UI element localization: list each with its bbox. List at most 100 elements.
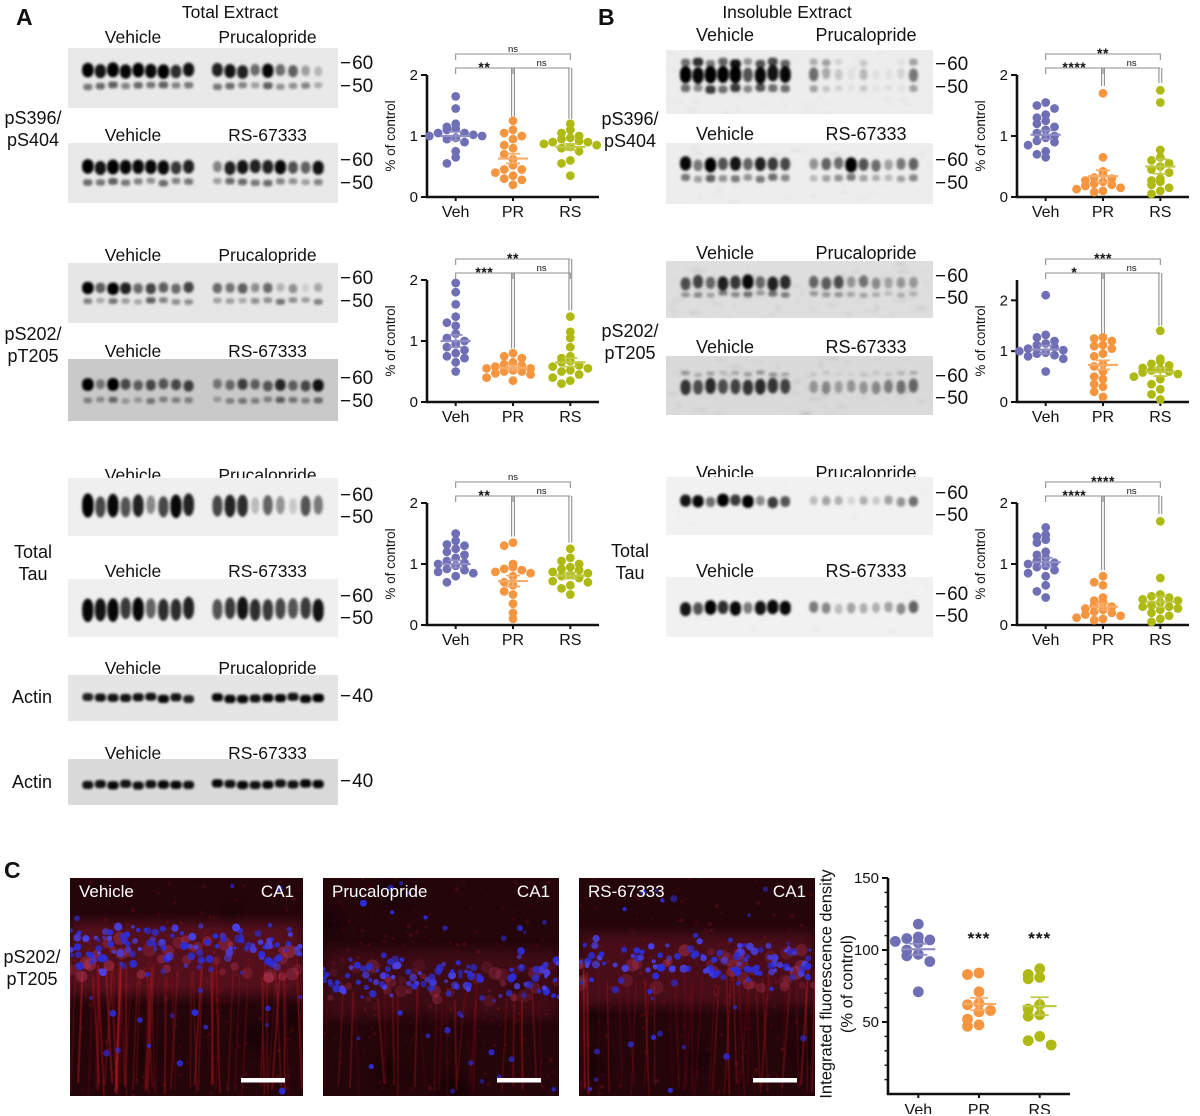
svg-text:PR: PR [1092, 204, 1114, 221]
blot-header: Prucalopride [218, 27, 317, 47]
blot-header: Prucalopride [815, 25, 917, 45]
svg-text:ns: ns [1127, 263, 1137, 274]
svg-text:****: **** [1062, 487, 1086, 503]
scatter-chart-tau-insol: 0 1 2 Veh PR RS % of control **** **** ns [973, 473, 1198, 665]
blot-header: Vehicle [695, 337, 755, 357]
micrograph-prucalopride: Prucalopride CA1 [319, 876, 562, 1104]
svg-text:0: 0 [410, 189, 418, 206]
mw-marker: 50 [935, 388, 968, 410]
svg-text:100: 100 [854, 942, 879, 959]
svg-text:RS: RS [559, 632, 581, 649]
svg-text:1: 1 [410, 333, 418, 350]
svg-text:0: 0 [410, 617, 418, 634]
svg-text:RS: RS [1149, 409, 1171, 426]
blot-header: Vehicle [104, 341, 162, 361]
svg-text:RS: RS [559, 409, 581, 426]
svg-text:RS: RS [1149, 204, 1171, 221]
svg-text:2: 2 [410, 272, 418, 289]
mw-marker: 50 [935, 505, 968, 527]
svg-text:% of control: % of control [383, 528, 398, 599]
svg-text:**: ** [478, 487, 490, 503]
mw-marker: 50 [935, 77, 968, 99]
western-blot-tau-total-veh-pr [68, 478, 338, 536]
svg-text:RS: RS [1029, 1102, 1051, 1114]
blot-header: RS-67333 [228, 743, 307, 763]
blot-header: Prucalopride [218, 245, 317, 265]
svg-text:0: 0 [1000, 617, 1008, 634]
mw-marker: 50 [340, 391, 373, 413]
blot-header: Vehicle [104, 743, 162, 763]
svg-text:***: *** [475, 264, 493, 280]
mw-marker: 60 [340, 586, 373, 608]
micrograph-canvas [66, 878, 307, 1098]
mw-marker: 60 [340, 368, 373, 390]
panel-b-letter: B [598, 4, 615, 30]
mw-marker: 40 [340, 686, 373, 708]
scatter-chart-ps396-total: 0 1 2 Veh PR RS % of control ns ** ns [383, 44, 608, 237]
mw-marker: 50 [340, 507, 373, 529]
micrograph-treatment-label: RS-67333 [588, 882, 665, 901]
protein-label-actin: Actin [11, 772, 53, 792]
panel-a-letter: A [16, 4, 33, 30]
mw-marker: 50 [935, 173, 968, 195]
svg-text:PR: PR [1092, 409, 1114, 426]
svg-text:****: **** [1062, 59, 1086, 75]
mw-marker: 60 [935, 584, 968, 606]
mw-marker: 60 [340, 53, 373, 75]
svg-text:% of control: % of control [973, 100, 988, 171]
svg-text:***: *** [968, 929, 991, 948]
mw-marker: 50 [340, 291, 373, 313]
mw-marker: 60 [340, 485, 373, 507]
svg-text:0: 0 [410, 394, 418, 411]
svg-text:50: 50 [862, 1014, 879, 1031]
protein-label-actin: Actin [11, 687, 53, 707]
blot-header: RS-67333 [228, 561, 307, 581]
western-blot-ps396-total-veh-pr [68, 48, 338, 108]
blot-header: Vehicle [695, 25, 755, 45]
svg-text:PR: PR [502, 204, 524, 221]
svg-text:1: 1 [410, 556, 418, 573]
western-blot-tau-insol-veh-pr [666, 477, 933, 535]
svg-text:ns: ns [508, 45, 518, 55]
blot-header: RS-67333 [825, 561, 907, 581]
svg-text:Veh: Veh [442, 204, 470, 221]
svg-text:*: * [1071, 264, 1077, 280]
micrograph-treatment-label: Prucalopride [332, 882, 428, 901]
svg-text:****: **** [1091, 473, 1115, 489]
svg-text:Veh: Veh [442, 409, 470, 426]
mw-marker: 60 [935, 366, 968, 388]
mw-marker: 60 [340, 150, 373, 172]
svg-text:Veh: Veh [1032, 409, 1060, 426]
blot-header: Prucalopride [815, 243, 917, 263]
western-blot-tau-total-veh-rs [68, 579, 338, 637]
protein-label-ps202: pS202/ pT205 [3, 947, 61, 989]
western-blot-actin-veh-pr [68, 675, 338, 721]
mw-marker: 60 [935, 150, 968, 172]
svg-text:% of control: % of control [383, 305, 398, 376]
micrograph-canvas [319, 876, 562, 1104]
svg-text:PR: PR [1092, 632, 1114, 649]
svg-text:Veh: Veh [1032, 632, 1060, 649]
svg-text:***: *** [1028, 929, 1051, 948]
mw-marker: 50 [340, 173, 373, 195]
western-blot-ps202-total-veh-pr [68, 263, 338, 323]
blot-header: RS-67333 [825, 124, 907, 144]
micrograph-vehicle: Vehicle CA1 [66, 878, 307, 1098]
western-blot-ps396-insol-veh-rs [666, 143, 935, 208]
svg-text:PR: PR [502, 409, 524, 426]
micrograph-region-label: CA1 [772, 882, 806, 901]
svg-text:**: ** [1097, 45, 1109, 61]
blot-header: Vehicle [104, 245, 162, 265]
blot-header: Vehicle [104, 125, 162, 145]
protein-label-total-tau: Total Tau [13, 542, 53, 584]
scatter-chart-fluorescence: 50 100 150 Veh PR RS *** *** [852, 856, 1082, 1116]
svg-text:% of control: % of control [973, 305, 988, 376]
blot-header: RS-67333 [228, 341, 307, 361]
mw-marker: 60 [935, 483, 968, 505]
svg-text:ns: ns [537, 486, 547, 497]
svg-text:RS: RS [559, 204, 581, 221]
panel-a-title: Total Extract [181, 2, 279, 22]
scatter-chart-tau-total: 0 1 2 Veh PR RS % of control ns ** ns [383, 472, 608, 665]
blot-header: Vehicle [104, 658, 162, 678]
